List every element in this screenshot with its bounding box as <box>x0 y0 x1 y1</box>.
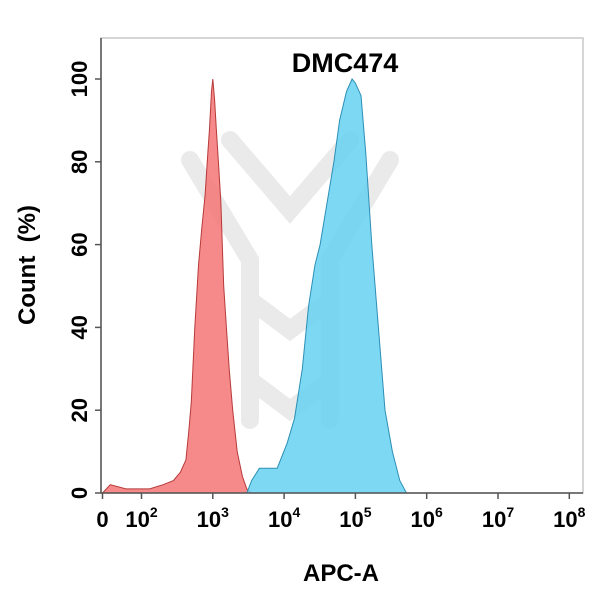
series-area-0 <box>101 78 253 494</box>
y-axis-title: Count (%) <box>14 205 41 325</box>
x-tick-label: 105 <box>339 504 371 532</box>
x-axis-title: APC-A <box>303 560 379 587</box>
y-tick-label: 60 <box>67 232 92 256</box>
series-area-1 <box>163 78 408 494</box>
x-axis-ticks: 0 102 103 104 105 106 107 108 <box>96 493 586 532</box>
x-tick-label: 103 <box>197 504 229 532</box>
x-tick-label: 108 <box>553 504 585 532</box>
y-tick-label: 0 <box>67 487 92 499</box>
y-tick-label: 40 <box>67 315 92 339</box>
x-tick-label: 107 <box>482 504 514 532</box>
x-tick-label: 0 <box>96 507 108 532</box>
series-layer <box>101 78 408 494</box>
x-tick-label: 102 <box>125 504 157 532</box>
y-tick-label: 80 <box>67 150 92 174</box>
chart-title: DMC474 <box>292 48 399 78</box>
y-tick-label: 100 <box>67 61 92 98</box>
y-tick-label: 20 <box>67 398 92 422</box>
x-tick-label: 104 <box>268 504 300 532</box>
y-axis-ticks: 0 20 40 60 80 100 <box>67 61 101 499</box>
x-tick-label: 106 <box>411 504 443 532</box>
